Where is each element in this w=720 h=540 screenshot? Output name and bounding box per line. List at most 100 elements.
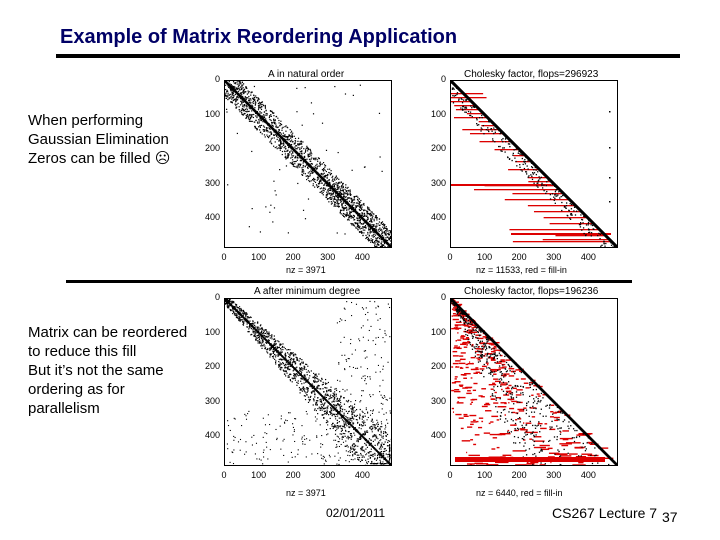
matrix-nonzero xyxy=(279,347,282,350)
matrix-nonzero xyxy=(269,337,271,339)
matrix-nonzero xyxy=(285,155,287,157)
matrix-nonzero xyxy=(379,456,381,459)
matrix-nonzero xyxy=(471,116,473,118)
matrix-nonzero xyxy=(250,115,252,117)
matrix-nonzero xyxy=(268,333,270,335)
matrix-nonzero xyxy=(258,341,260,343)
matrix-nonzero xyxy=(373,434,375,436)
matrix-nonzero xyxy=(260,107,262,109)
matrix-nonzero xyxy=(487,120,490,122)
matrix-nonzero xyxy=(227,92,229,94)
matrix-nonzero xyxy=(375,228,377,231)
matrix-nonzero xyxy=(265,127,267,129)
matrix-nonzero xyxy=(458,99,460,101)
matrix-nonzero xyxy=(338,445,340,448)
matrix-nonzero xyxy=(290,135,292,138)
matrix-nonzero xyxy=(365,444,367,446)
matrix-nonzero xyxy=(305,381,307,383)
matrix-nonzero xyxy=(350,215,352,218)
matrix-nonzero xyxy=(355,428,358,431)
matrix-nonzero xyxy=(273,343,276,345)
matrix-nonzero xyxy=(306,387,309,389)
matrix-nonzero xyxy=(298,387,301,389)
matrix-nonzero xyxy=(347,214,350,216)
matrix-nonzero xyxy=(370,396,372,398)
matrix-nonzero xyxy=(343,336,345,338)
matrix-nonzero xyxy=(512,450,526,452)
matrix-nonzero xyxy=(345,460,347,462)
matrix-nonzero xyxy=(355,451,358,453)
matrix-nonzero xyxy=(365,448,367,450)
matrix-nonzero xyxy=(242,108,245,110)
matrix-nonzero xyxy=(385,233,387,235)
matrix-nonzero xyxy=(229,308,231,311)
matrix-nonzero xyxy=(483,432,491,434)
matrix-nonzero xyxy=(272,355,275,357)
matrix-nonzero xyxy=(389,234,391,236)
matrix-nonzero xyxy=(381,221,384,223)
matrix-nonzero xyxy=(258,101,260,103)
matrix-nonzero xyxy=(476,420,479,423)
matrix-nonzero xyxy=(388,306,391,309)
matrix-nonzero xyxy=(366,356,368,358)
matrix-nonzero xyxy=(319,182,321,184)
matrix-nonzero xyxy=(304,159,306,161)
matrix-nonzero xyxy=(334,85,336,88)
matrix-nonzero xyxy=(320,380,322,382)
matrix-nonzero xyxy=(380,223,382,225)
matrix-nonzero xyxy=(364,375,366,377)
matrix-nonzero xyxy=(251,105,253,107)
matrix-nonzero xyxy=(288,365,290,367)
matrix-nonzero xyxy=(599,238,601,240)
matrix-nonzero xyxy=(334,393,336,395)
matrix-nonzero xyxy=(231,451,233,453)
matrix-nonzero xyxy=(275,129,277,131)
matrix-nonzero xyxy=(327,180,329,182)
matrix-nonzero xyxy=(246,326,248,328)
matrix-nonzero xyxy=(303,160,305,162)
matrix-nonzero xyxy=(273,131,275,133)
matrix-nonzero xyxy=(369,426,371,429)
matrix-nonzero xyxy=(320,454,322,456)
matrix-nonzero xyxy=(291,134,293,136)
matrix-nonzero xyxy=(291,161,293,163)
matrix-nonzero xyxy=(281,143,283,145)
matrix-nonzero xyxy=(291,155,293,157)
matrix-nonzero xyxy=(347,202,349,205)
matrix-nonzero xyxy=(247,110,249,113)
matrix-nonzero xyxy=(377,438,379,440)
matrix-nonzero xyxy=(296,372,298,375)
matrix-nonzero xyxy=(266,351,268,353)
matrix-nonzero xyxy=(337,413,339,415)
matrix-nonzero xyxy=(278,130,280,132)
x-tick-label: 300 xyxy=(320,470,336,480)
matrix-nonzero xyxy=(547,178,549,180)
matrix-nonzero xyxy=(378,442,380,444)
matrix-nonzero xyxy=(288,134,290,136)
matrix-nonzero xyxy=(271,111,274,114)
matrix-nonzero xyxy=(314,374,316,376)
matrix-nonzero xyxy=(359,438,361,440)
matrix-nonzero xyxy=(270,132,273,134)
matrix-nonzero xyxy=(354,208,357,211)
matrix-nonzero xyxy=(495,396,502,399)
matrix-nonzero xyxy=(363,226,365,228)
matrix-nonzero xyxy=(245,314,247,316)
matrix-nonzero xyxy=(265,329,267,331)
matrix-nonzero xyxy=(457,396,461,399)
matrix-nonzero xyxy=(366,218,369,220)
matrix-nonzero xyxy=(304,366,306,368)
matrix-nonzero xyxy=(359,219,361,221)
matrix-nonzero xyxy=(381,423,383,425)
matrix-nonzero xyxy=(352,202,354,204)
matrix-nonzero xyxy=(387,238,390,240)
matrix-nonzero xyxy=(299,148,301,151)
matrix-nonzero xyxy=(281,146,283,148)
matrix-nonzero xyxy=(364,350,367,352)
matrix-nonzero xyxy=(603,242,605,244)
matrix-nonzero xyxy=(262,345,264,347)
y-tick-label: 300 xyxy=(430,177,446,188)
matrix-nonzero xyxy=(260,331,263,333)
matrix-nonzero xyxy=(380,439,382,441)
matrix-nonzero xyxy=(289,360,291,362)
